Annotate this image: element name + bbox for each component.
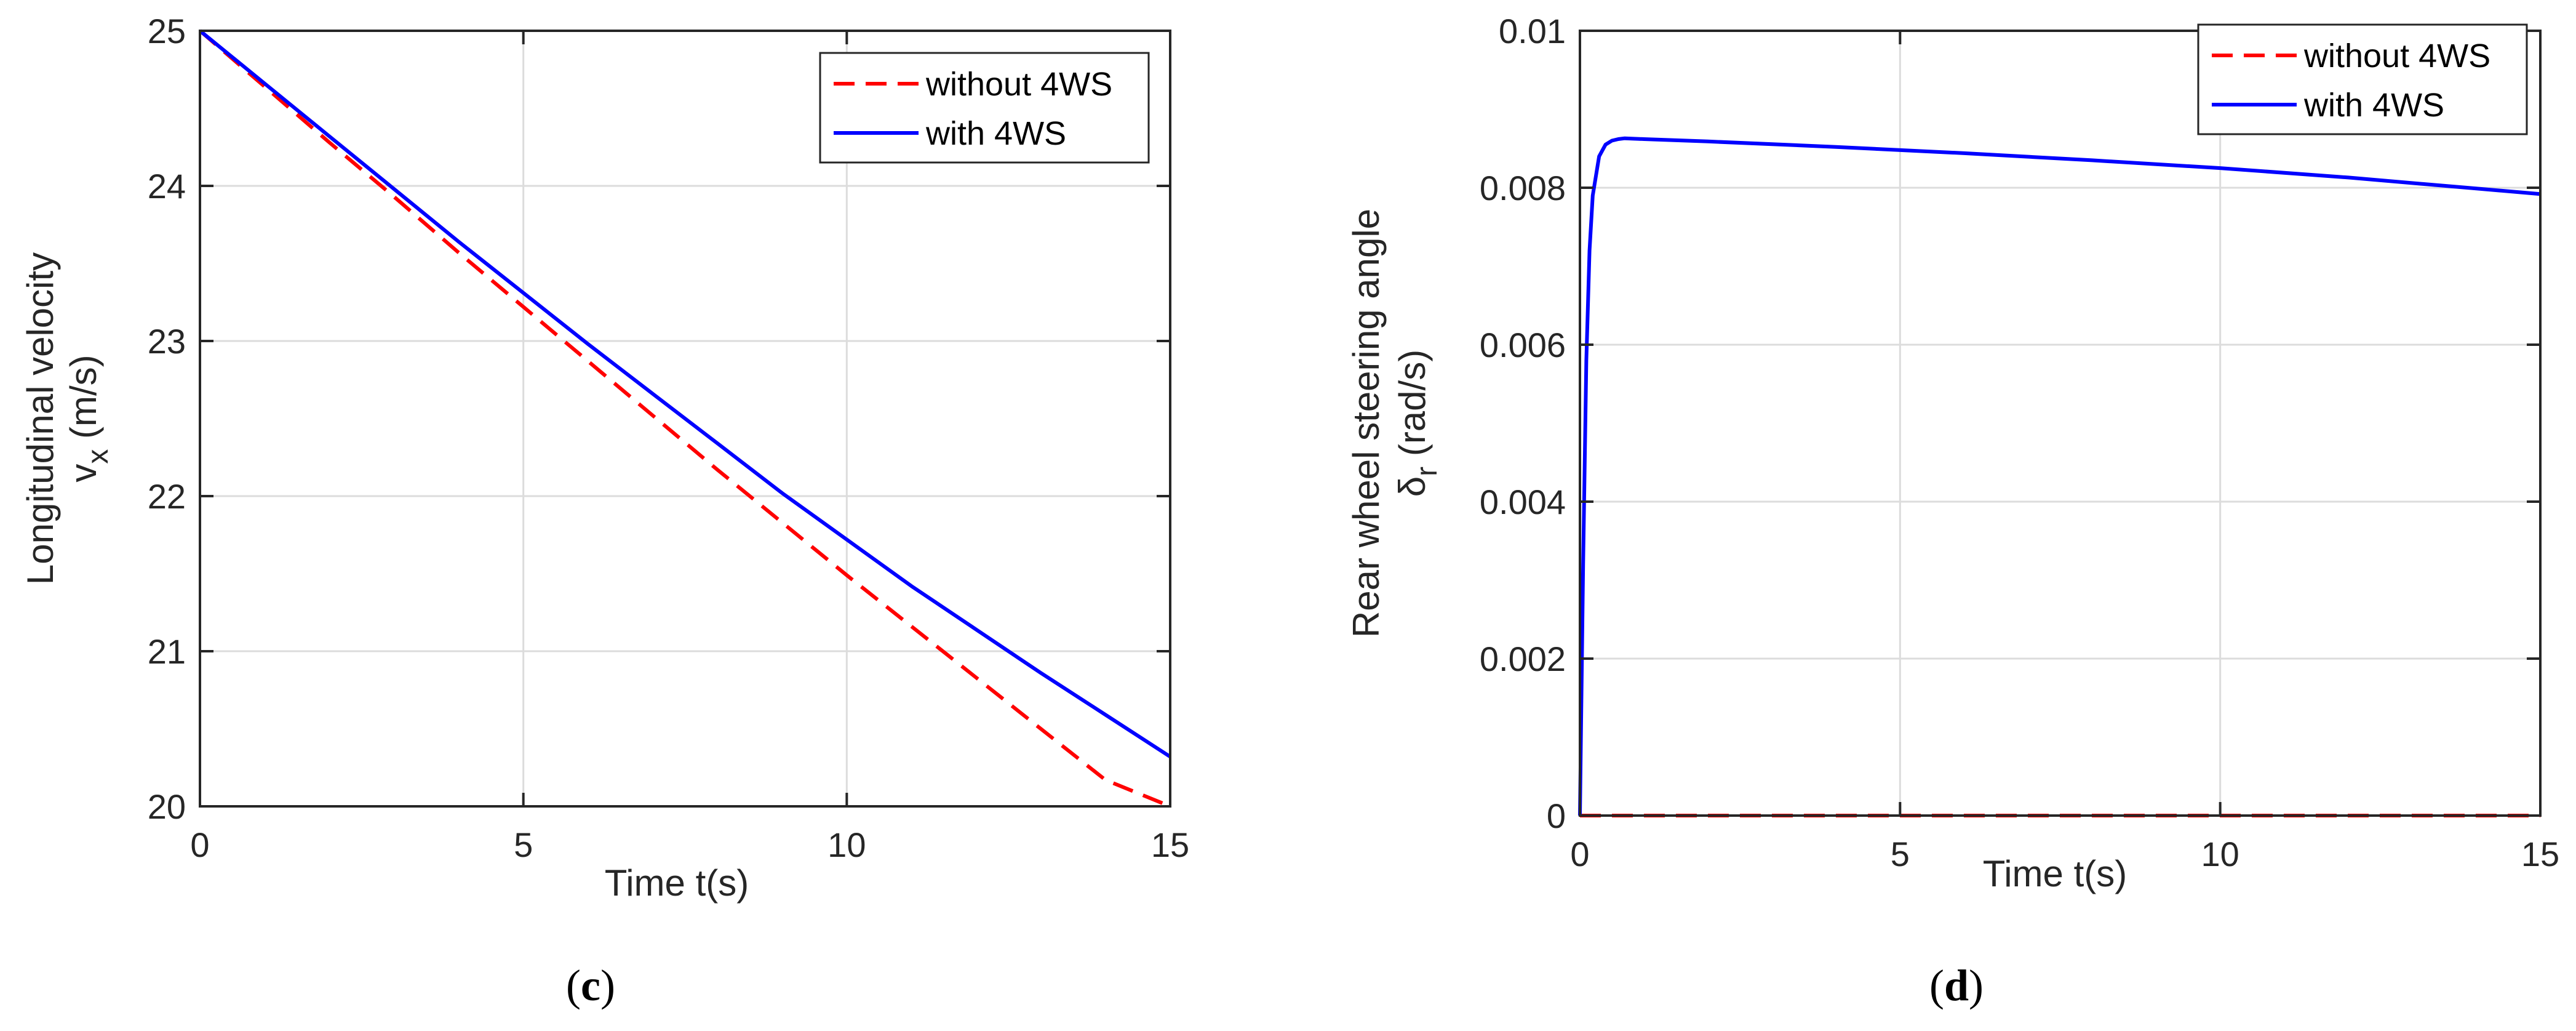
legend-label: with 4WS: [2303, 87, 2444, 124]
x-tick-label: 15: [1151, 825, 1189, 864]
y-axis-label-symbol: vx (m/s): [63, 355, 114, 482]
y-axis-label: Longitudinal velocity: [20, 252, 61, 585]
y-tick-label: 23: [148, 322, 186, 361]
axes-box: [1579, 30, 2542, 817]
series-line-with-4ws: [1578, 136, 2541, 816]
legend-label: with 4WS: [925, 115, 1066, 152]
y-tick-label: 21: [148, 632, 186, 671]
x-tick-label: 5: [1891, 835, 1910, 873]
panel-label-letter: c: [581, 961, 600, 1010]
y-tick-label: 22: [148, 477, 186, 516]
x-axis-label: Time t(s): [605, 862, 749, 904]
y-tick-label: 0.01: [1499, 12, 1566, 50]
x-tick-label: 15: [2521, 835, 2559, 873]
x-tick-label: 10: [2201, 835, 2239, 873]
y-axis-subscript: x: [82, 449, 114, 464]
y-tick-label: 0.008: [1480, 169, 1566, 207]
y-tick-label: 25: [148, 12, 186, 50]
panel-label-letter: d: [1944, 961, 1969, 1010]
x-tick-label: 5: [514, 825, 533, 864]
y-tick-label: 0: [1547, 796, 1566, 835]
panel-label: (c): [566, 961, 615, 1010]
panel-label-open: (: [566, 961, 581, 1010]
legend-label: without 4WS: [925, 66, 1112, 103]
y-tick-label: 0.002: [1480, 640, 1566, 678]
y-axis-unit: (rad/s): [1392, 350, 1433, 467]
x-tick-label: 0: [1570, 835, 1589, 873]
legend-box: [819, 52, 1150, 164]
x-tick-label: 10: [827, 825, 866, 864]
panel-label-open: (: [1929, 961, 1944, 1010]
panel-label-close: ): [600, 961, 615, 1010]
axes-box: [199, 30, 1171, 808]
y-axis-label: Rear wheel steering angle: [1346, 209, 1387, 638]
x-axis-label: Time t(s): [1983, 853, 2127, 894]
y-axis-label-symbol: δr (rad/s): [1392, 350, 1443, 497]
plot-area: [1580, 31, 2540, 816]
legend-label: without 4WS: [2303, 38, 2490, 74]
y-axis-subscript: r: [1411, 467, 1443, 476]
x-tick-label: 0: [190, 825, 209, 864]
y-tick-label: 20: [148, 787, 186, 826]
y-tick-label: 0.004: [1480, 483, 1566, 521]
y-axis-symbol: δ: [1392, 476, 1433, 497]
y-tick-label: 24: [148, 167, 186, 206]
panel-label: (d): [1929, 961, 1984, 1010]
y-axis-symbol: v: [63, 464, 104, 483]
series-line-with-4ws: [199, 29, 1171, 758]
panel-label-close: ): [1969, 961, 1984, 1010]
chart-panel-d: 0 5 10 15 0 0.002 0.004 0.006 0.008 0.01 Time t(s)…: [1346, 12, 2559, 1010]
legend-box: [2197, 23, 2528, 135]
y-axis-unit: (m/s): [63, 355, 104, 449]
chart-panel-c: 0 5 10 15 20 21 22 23 24 25 Time t(s) Longitudinal …: [20, 12, 1189, 1010]
y-tick-label: 0.006: [1480, 326, 1566, 364]
